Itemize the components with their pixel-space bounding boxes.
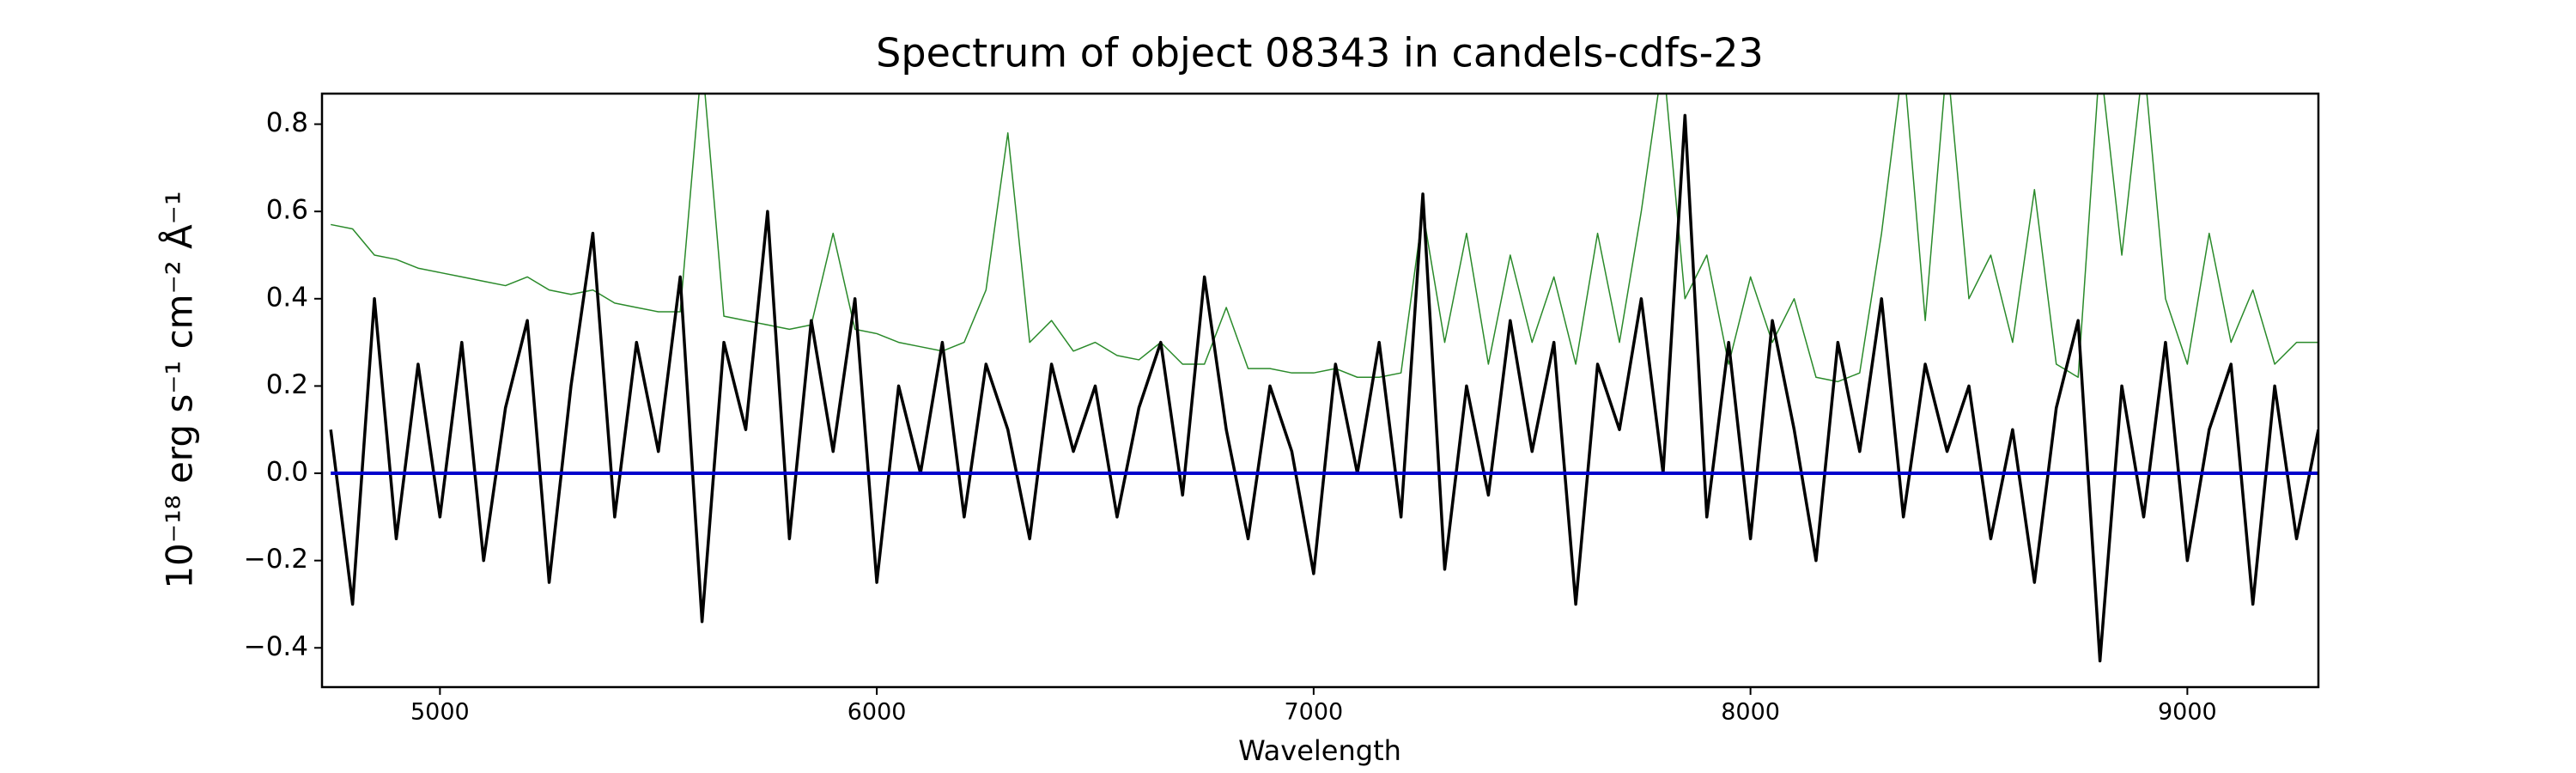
x-tick-label: 6000: [848, 699, 907, 726]
y-axis-label: 10⁻¹⁸ erg s⁻¹ cm⁻² Å⁻¹: [158, 191, 201, 588]
x-tick-label: 7000: [1285, 699, 1344, 726]
spectrum-line: [331, 94, 2318, 383]
x-tick-label: 8000: [1721, 699, 1780, 726]
y-tick-label: 0.4: [266, 282, 308, 313]
y-tick-label: 0.0: [266, 457, 308, 488]
plot-area: [329, 94, 2318, 663]
x-tick-label: 5000: [410, 699, 470, 726]
spectrum-line: [329, 113, 2318, 663]
y-tick-label: −0.4: [244, 631, 308, 662]
y-tick-label: 0.6: [266, 195, 308, 226]
axes-frame: [320, 92, 2320, 689]
x-tick-label: 9000: [2158, 699, 2217, 726]
y-tick-label: 0.2: [266, 369, 308, 400]
x-axis-label: Wavelength: [1238, 734, 1401, 767]
y-tick-label: 0.8: [266, 107, 308, 138]
chart-title: Spectrum of object 08343 in candels-cdfs…: [876, 30, 1764, 76]
y-tick-label: −0.2: [244, 544, 308, 575]
